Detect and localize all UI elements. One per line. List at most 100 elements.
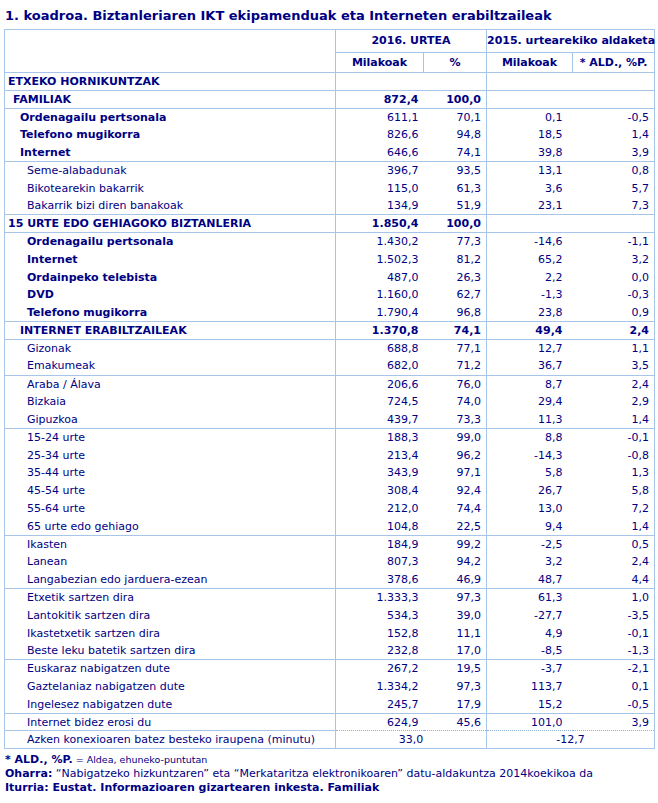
cell-value: 2,2 <box>487 268 573 286</box>
table-row: Euskaraz nabigatzen dute267,219,5-3,7-2,… <box>5 660 655 678</box>
row-label: Ordainpeko telebista <box>5 268 336 286</box>
cell-value: 74,1 <box>424 144 487 162</box>
table-row: ETXEKO HORNIKUNTZAK <box>5 73 655 91</box>
table-row: Telefono mugikorra1.790,496,823,80,9 <box>5 304 655 322</box>
cell-value: 212,0 <box>336 500 424 518</box>
cell-value: 4,9 <box>487 624 573 642</box>
cell-value: 206,6 <box>336 375 424 393</box>
cell-value: -0,5 <box>573 695 655 713</box>
cell-value: 13,0 <box>487 500 573 518</box>
cell-value: 97,3 <box>424 678 487 696</box>
cell-value: 872,4 <box>336 90 424 108</box>
cell-value <box>573 90 655 108</box>
cell-value: 2,9 <box>573 393 655 411</box>
row-label: Gaztelaniaz nabigatzen dute <box>5 678 336 696</box>
cell-value: 308,4 <box>336 482 424 500</box>
table-row: Bikotearekin bakarrik115,061,33,65,7 <box>5 179 655 197</box>
cell-value: 1.430,2 <box>336 233 424 251</box>
cell-value: 96,8 <box>424 304 487 322</box>
table-header: 2016. URTEA 2015. urtearekiko aldaketa M… <box>5 30 655 73</box>
cell-value: -0,1 <box>573 428 655 446</box>
row-label: 25-34 urte <box>5 446 336 464</box>
cell-value: 1,1 <box>573 339 655 357</box>
footnote-ald-definition: * ALD., %P. = Aldea, ehuneko-puntutan <box>5 753 658 767</box>
cell-value: 12,7 <box>487 339 573 357</box>
table-body: ETXEKO HORNIKUNTZAKFAMILIAK872,4100,0Ord… <box>5 73 655 749</box>
row-label: Telefono mugikorra <box>5 126 336 144</box>
cell-value: 99,2 <box>424 535 487 553</box>
cell-value: 3,2 <box>487 553 573 571</box>
cell-value: 1,0 <box>573 589 655 607</box>
footnotes: * ALD., %P. = Aldea, ehuneko-puntutan Oh… <box>5 753 658 795</box>
row-label: Ikasten <box>5 535 336 553</box>
row-label: Lantokitik sartzen dira <box>5 606 336 624</box>
cell-value: 807,3 <box>336 553 424 571</box>
cell-value: 23,8 <box>487 304 573 322</box>
cell-value: 378,6 <box>336 571 424 589</box>
cell-value: 3,6 <box>487 179 573 197</box>
cell-value: -3,5 <box>573 606 655 624</box>
cell-value: 1,3 <box>573 464 655 482</box>
cell-value: 134,9 <box>336 197 424 215</box>
column-group-2016: 2016. URTEA <box>336 30 487 53</box>
cell-value: 8,7 <box>487 375 573 393</box>
col-header-milakoak-2016: Milakoak <box>336 53 424 73</box>
cell-value: 11,1 <box>424 624 487 642</box>
cell-value: -2,1 <box>573 660 655 678</box>
cell-value: 113,7 <box>487 678 573 696</box>
cell-value: -8,5 <box>487 642 573 660</box>
row-label: Azken konexioaren batez besteko iraupena… <box>5 731 336 749</box>
cell-value: 0,0 <box>573 268 655 286</box>
cell-value <box>487 215 573 233</box>
cell-value: 688,8 <box>336 339 424 357</box>
row-label: Ikastetxetik sartzen dira <box>5 624 336 642</box>
table-row: Gizonak688,877,112,71,1 <box>5 339 655 357</box>
cell-value: 7,2 <box>573 500 655 518</box>
cell-value: -0,3 <box>573 286 655 304</box>
row-label: Langabezian edo jarduera-ezean <box>5 571 336 589</box>
cell-value: 17,9 <box>424 695 487 713</box>
cell-value: 61,3 <box>487 589 573 607</box>
cell-value: 1.160,0 <box>336 286 424 304</box>
ikt-equipment-table: 2016. URTEA 2015. urtearekiko aldaketa M… <box>4 29 655 749</box>
table-row: Gipuzkoa439,773,311,31,4 <box>5 411 655 429</box>
cell-value: 152,8 <box>336 624 424 642</box>
cell-value: 7,3 <box>573 197 655 215</box>
cell-value: 115,0 <box>336 179 424 197</box>
cell-value: 65,2 <box>487 250 573 268</box>
row-label: Internet <box>5 250 336 268</box>
table-row: DVD1.160,062,7-1,3-0,3 <box>5 286 655 304</box>
row-label: DVD <box>5 286 336 304</box>
cell-value: 0,5 <box>573 535 655 553</box>
cell-value: 100,0 <box>424 90 487 108</box>
cell-value: 682,0 <box>336 357 424 375</box>
cell-value: 232,8 <box>336 642 424 660</box>
cell-value: 0,9 <box>573 304 655 322</box>
cell-value: 2,4 <box>573 553 655 571</box>
page-title: 1. koadroa. Biztanleriaren IKT ekipamend… <box>5 8 658 23</box>
cell-value: 439,7 <box>336 411 424 429</box>
row-label: 65 urte edo gehiago <box>5 517 336 535</box>
cell-value: 9,4 <box>487 517 573 535</box>
row-label: Euskaraz nabigatzen dute <box>5 660 336 678</box>
cell-value: 0,8 <box>573 161 655 179</box>
cell-value: 0,1 <box>487 108 573 126</box>
row-label: Gizonak <box>5 339 336 357</box>
col-header-percent-2016: % <box>424 53 487 73</box>
cell-value: 1,4 <box>573 517 655 535</box>
cell-value: 5,7 <box>573 179 655 197</box>
row-label: INTERNET ERABILTZAILEAK <box>5 322 336 340</box>
cell-value: 29,4 <box>487 393 573 411</box>
footnote-iturria: Iturria: Eustat. Informazioaren gizartea… <box>5 781 658 795</box>
cell-value: 1,4 <box>573 411 655 429</box>
cell-value: 97,3 <box>424 589 487 607</box>
cell-value: 93,5 <box>424 161 487 179</box>
cell-value <box>573 73 655 91</box>
cell-value: 74,4 <box>424 500 487 518</box>
cell-value: 61,3 <box>424 179 487 197</box>
row-label: Ordenagailu pertsonala <box>5 108 336 126</box>
cell-value: 3,9 <box>573 144 655 162</box>
row-label: Ingelesez nabigatzen dute <box>5 695 336 713</box>
row-label: Beste leku batetik sartzen dira <box>5 642 336 660</box>
cell-value: 8,8 <box>487 428 573 446</box>
